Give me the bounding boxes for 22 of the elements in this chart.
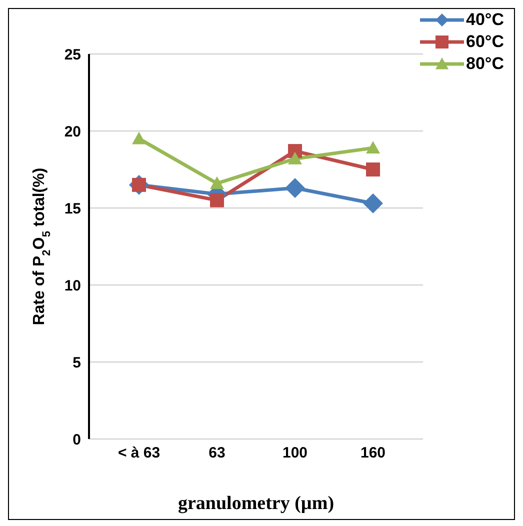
y-tick-label: 15 <box>64 200 81 218</box>
point <box>363 193 384 214</box>
point <box>132 132 146 144</box>
y-tick-label: 20 <box>64 123 81 140</box>
y-tick-label: 25 <box>64 46 81 64</box>
point <box>210 193 224 208</box>
x-tick-label: 63 <box>208 444 226 462</box>
x-tick-label: < à 63 <box>118 444 160 462</box>
x-axis-title: granulometry (µm) <box>178 493 334 514</box>
legend-label: 80°C <box>466 54 504 74</box>
legend-label: 40°C <box>466 10 504 30</box>
point <box>285 178 306 198</box>
y-tick-label: 10 <box>64 277 81 294</box>
x-tick-label: 160 <box>360 444 386 462</box>
point <box>288 152 302 164</box>
point <box>366 162 380 176</box>
point <box>366 140 380 154</box>
y-tick-label: 5 <box>72 354 81 372</box>
legend-label: 60°C <box>466 32 504 52</box>
x-tick-label: 100 <box>282 444 308 462</box>
y-tick-label: 0 <box>72 431 81 448</box>
point <box>210 176 224 189</box>
